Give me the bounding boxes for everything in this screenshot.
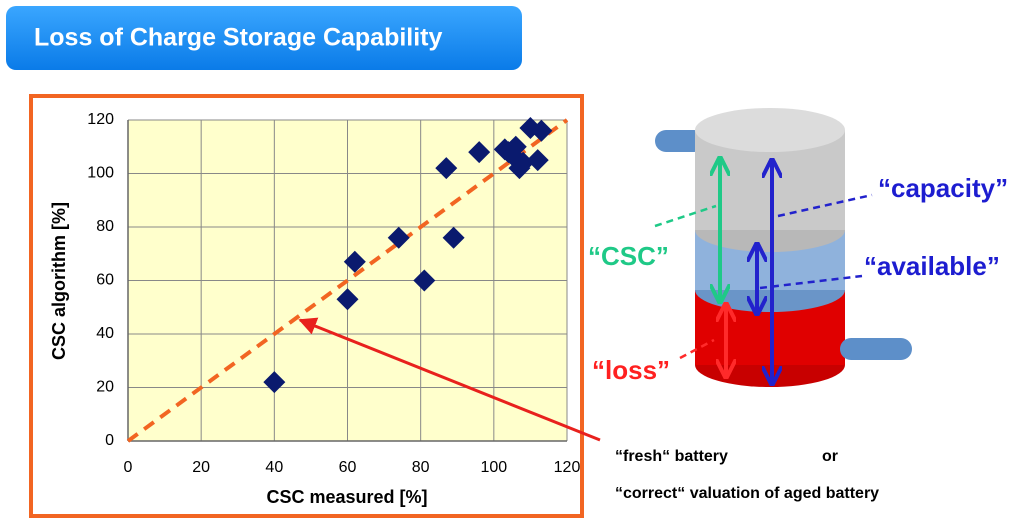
x-tick-label: 60 [339, 459, 357, 476]
y-tick-label: 80 [96, 218, 114, 235]
annotation: or [822, 448, 838, 465]
y-tick-label: 60 [96, 272, 114, 289]
loss-label: “loss” [592, 355, 670, 385]
x-tick-label: 0 [124, 459, 133, 476]
x-tick-label: 40 [265, 459, 283, 476]
available-label: “available” [864, 251, 1000, 281]
y-tick-label: 0 [105, 432, 114, 449]
x-axis-label: CSC measured [%] [266, 487, 427, 507]
y-tick-label: 20 [96, 379, 114, 396]
slide-title: Loss of Charge Storage Capability [34, 24, 443, 52]
x-tick-label: 120 [554, 459, 581, 476]
slide: Loss of Charge Storage Capability 0 20 40 6… [0, 0, 1023, 520]
x-tick-label: 100 [480, 459, 507, 476]
y-tick-label: 120 [87, 111, 114, 128]
x-tick-label: 20 [192, 459, 210, 476]
annotation: “fresh“ battery [615, 448, 728, 465]
y-axis-label: CSC algorithm [%] [49, 202, 69, 360]
csc-label: “CSC” [588, 241, 669, 271]
pipe [840, 338, 912, 360]
annotation: “correct“ valuation of aged battery [615, 485, 879, 502]
x-tick-label: 80 [412, 459, 430, 476]
battery-diagram [655, 108, 912, 387]
y-tick-label: 40 [96, 325, 114, 342]
cylinder-top [695, 108, 845, 152]
y-tick-label: 100 [87, 165, 114, 182]
capacity-label: “capacity” [878, 173, 1008, 203]
